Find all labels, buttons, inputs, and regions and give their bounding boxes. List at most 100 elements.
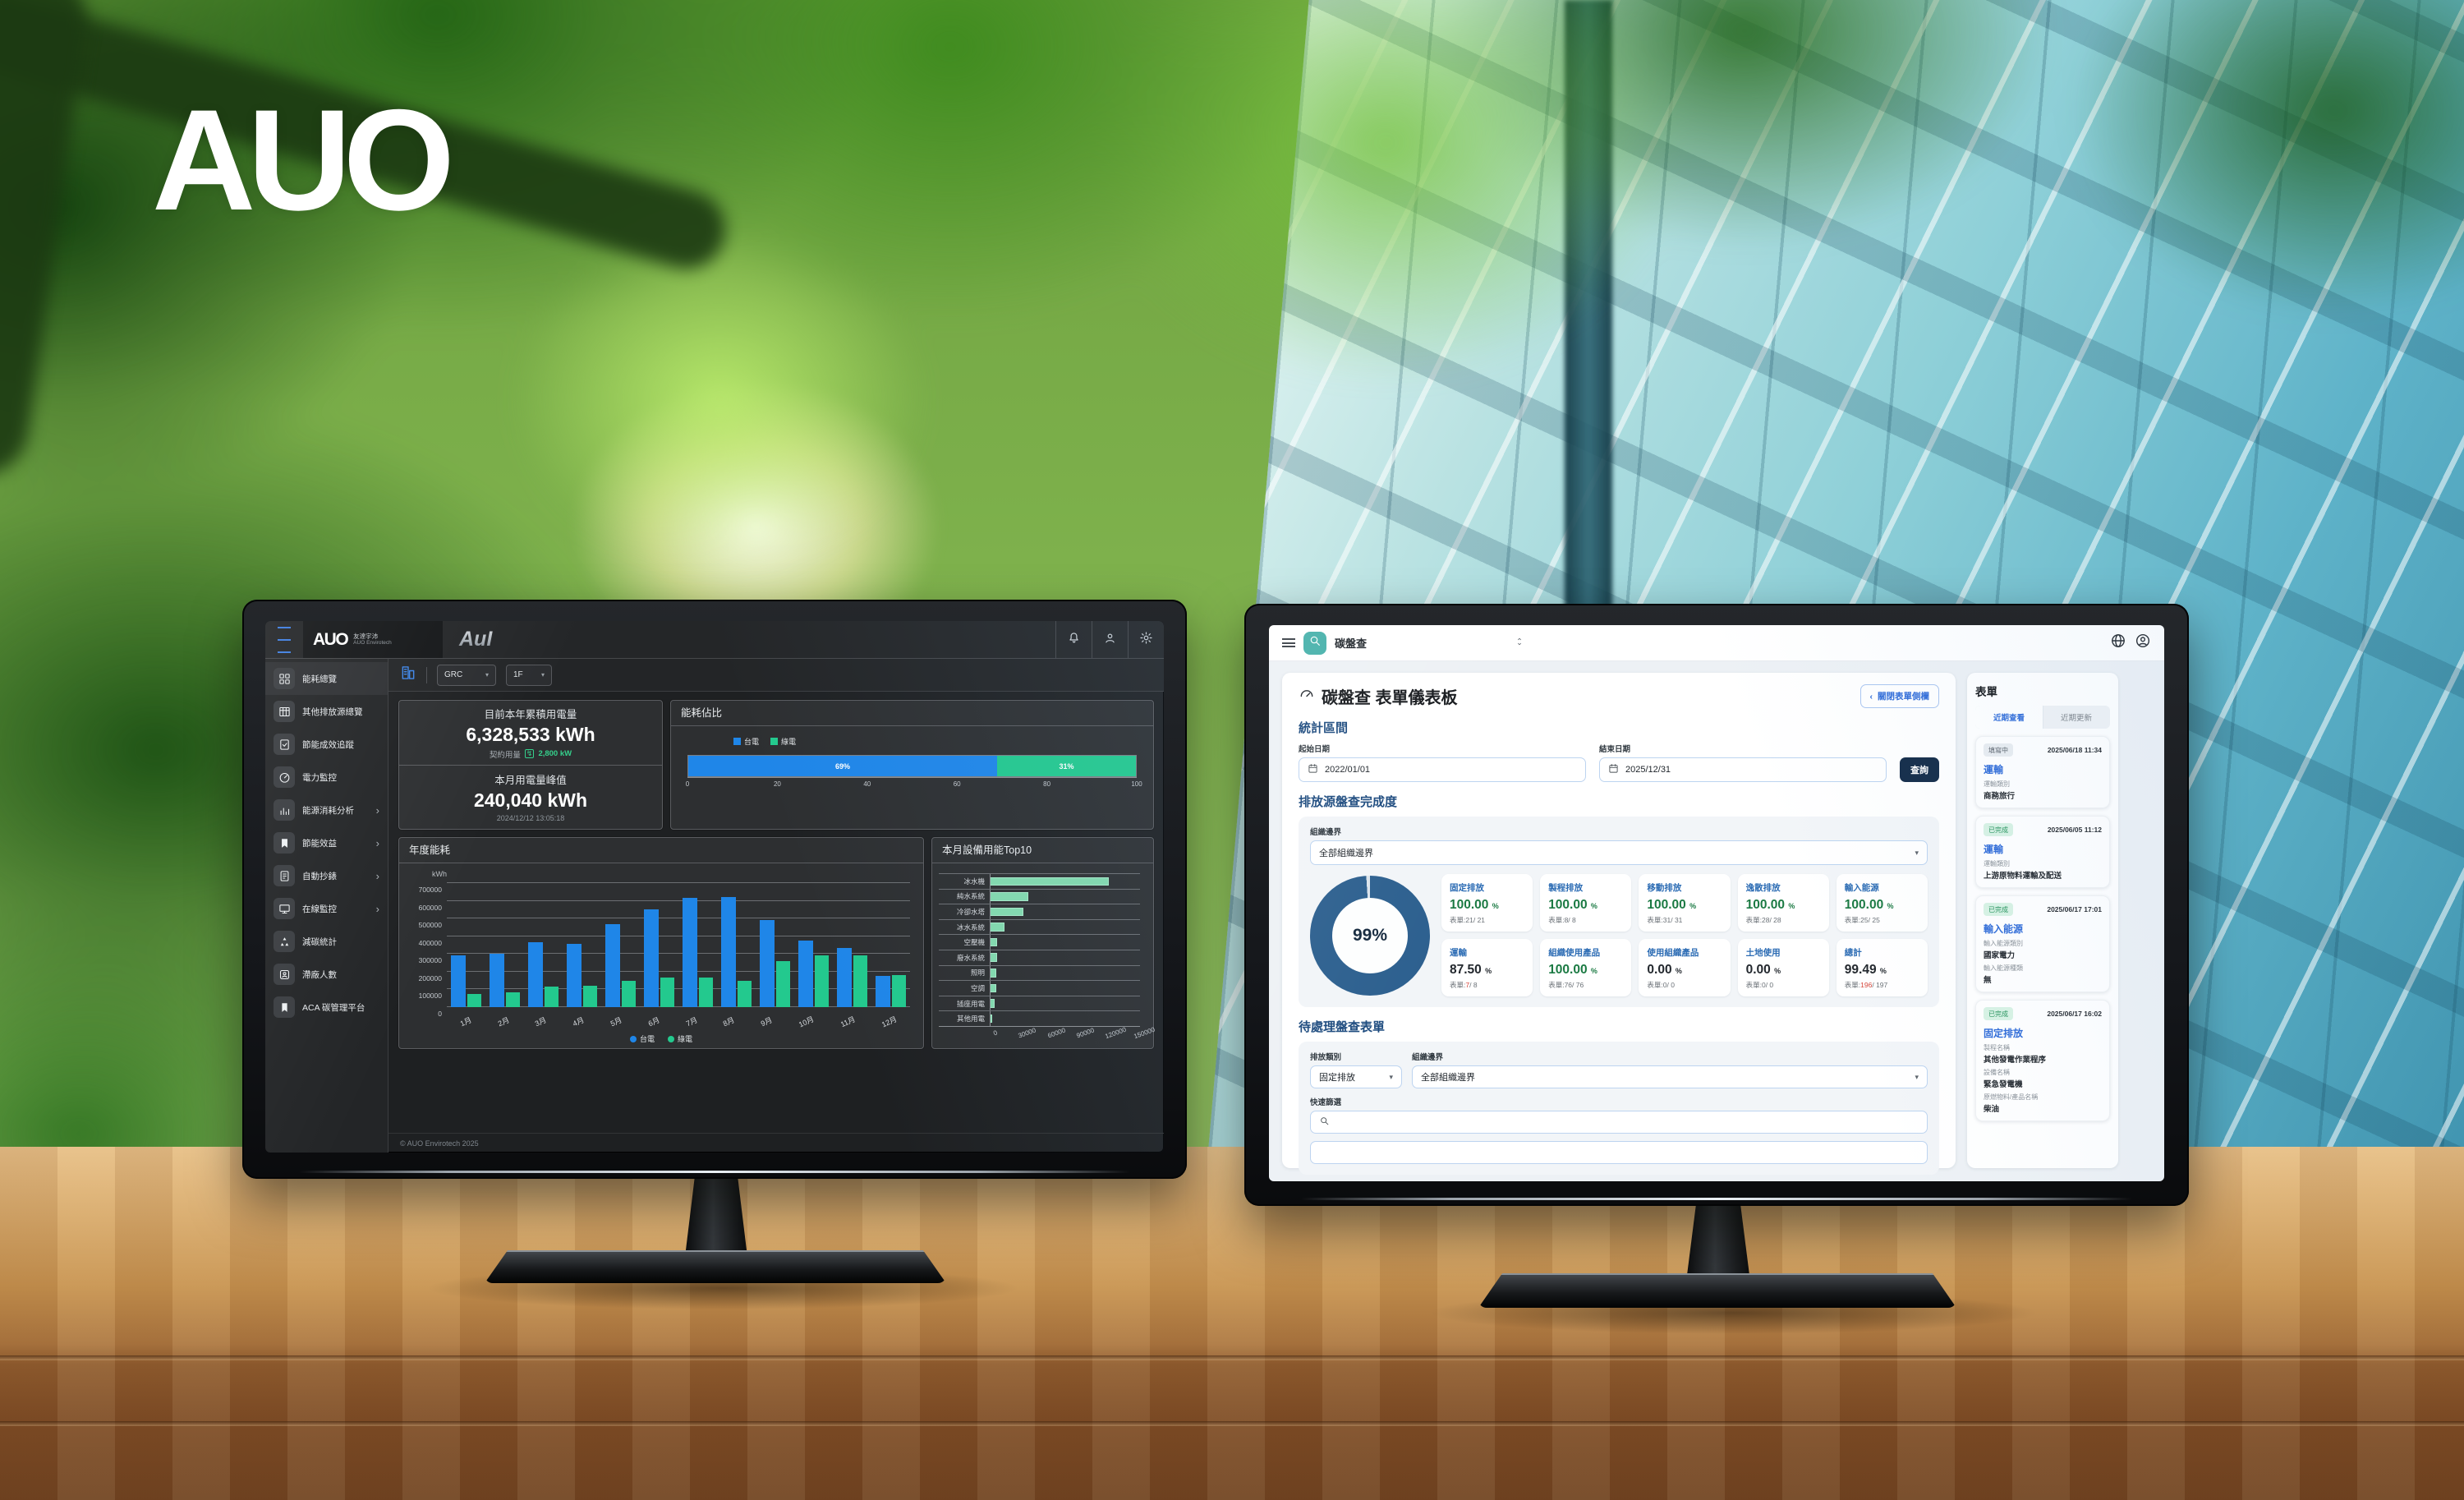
month-label: 11月	[839, 1015, 857, 1029]
site-select[interactable]: GRC ▾	[437, 664, 496, 686]
end-date-input[interactable]: 2025/12/31	[1599, 757, 1887, 782]
bar-台電	[798, 941, 813, 1007]
top10-category-label: 廢水系統	[956, 953, 985, 962]
top10-row: 純水系統	[939, 888, 1140, 904]
sidebar-item[interactable]: 在線監控 ›	[265, 892, 388, 925]
sidebar-item[interactable]: 節能成效追蹤	[265, 728, 388, 761]
form-card-title[interactable]: 固定排放	[1984, 1028, 2024, 1039]
form-card[interactable]: 已完成 2025/06/17 17:01 輸入能源 輸入能源類別 國家電力 輸入能源種類無	[1975, 895, 2110, 992]
top10-bar	[991, 1014, 993, 1024]
top10-category-label: 插座用電	[956, 999, 985, 1008]
top10-category-label: 冷卻水塔	[956, 907, 985, 916]
form-card[interactable]: 已完成 2025/06/17 16:02 固定排放 製程名稱 其他發電作業程序 設備名稱緊…	[1975, 1000, 2110, 1121]
completion-card-title: 土地使用	[1745, 948, 1781, 958]
bar-綠電	[891, 974, 907, 1007]
completion-cards: 固定排放 100.00 % 表單:21/ 21 製程排放 100.00 % 表單:8/ 8…	[1441, 874, 1928, 996]
query-button[interactable]: 查詢	[1900, 757, 1939, 782]
top10-track	[990, 874, 1140, 889]
completion-card-title: 使用組織產品	[1647, 948, 1699, 958]
axis-tick-label: 300000	[418, 956, 442, 965]
dashboard-icon	[1299, 686, 1315, 707]
sidebar-item[interactable]: 電力監控	[265, 761, 388, 794]
calendar-icon	[1608, 763, 1619, 776]
app-switcher[interactable]	[1515, 636, 1524, 651]
start-date-value: 2022/01/01	[1325, 765, 1371, 775]
top10-bar	[991, 937, 998, 947]
completion-card-count: 表單:0/ 0	[1745, 981, 1774, 989]
axis-tick-label: 20	[773, 780, 781, 788]
account-button[interactable]	[1092, 621, 1128, 658]
bar-綠電	[544, 987, 559, 1007]
top10-track	[990, 1011, 1140, 1026]
sidebar-item-label: 滯廠人數	[302, 969, 337, 980]
right-content: 碳盤查 表單儀表板 ‹ 關閉表單側欄 統計區間 起始日期	[1269, 661, 2164, 1181]
tab-recently-updated[interactable]: 近期更新	[2060, 714, 2092, 723]
form-card-title[interactable]: 運輸	[1984, 764, 2004, 775]
sidebar-item[interactable]: ACA 碳管理平台	[265, 991, 388, 1024]
category-select[interactable]: 固定排放 ▾	[1310, 1065, 1402, 1088]
pending-boundary-select[interactable]: 全部組織邊界 ▾	[1412, 1065, 1928, 1088]
tab-recently-viewed[interactable]: 近期查看	[1975, 706, 2043, 729]
bar-台電	[527, 942, 543, 1007]
boundary-select-value: 全部組織邊界	[1319, 849, 1373, 858]
notifications-button[interactable]	[1055, 621, 1092, 658]
completion-card: 總計 99.49 % 表單:196/ 197	[1836, 939, 1928, 996]
top10-track	[990, 996, 1140, 1011]
ratio-stacked-bar: 69% 31%	[687, 755, 1137, 777]
ratio-legend: 台電 綠電	[733, 736, 1138, 747]
bookmark-icon	[274, 996, 295, 1018]
axis-tick-label: 120000	[1103, 1025, 1128, 1041]
sidebar-item[interactable]: 滯廠人數	[265, 958, 388, 991]
settings-button[interactable]	[1128, 621, 1164, 658]
form-card[interactable]: 填寫中 2025/06/18 11:34 運輸 運輸類別 商務旅行	[1975, 736, 2110, 808]
sidebar-item[interactable]: 能耗總覽	[265, 662, 388, 695]
dashboard-card: 碳盤查 表單儀表板 ‹ 關閉表單側欄 統計區間 起始日期	[1282, 673, 1956, 1175]
start-date-input[interactable]: 2022/01/01	[1299, 757, 1586, 782]
stat-card-monthly-peak: 本月用電量峰值 240,040 kWh 2024/12/12 13:05:18	[399, 764, 662, 830]
sidebar-item-label: 電力監控	[302, 772, 337, 783]
month-label: 7月	[684, 1015, 699, 1028]
left-monitor-stand-neck	[685, 1175, 747, 1257]
axis-tick-label: 100000	[418, 992, 442, 1001]
stat-timestamp: 2024/12/12 13:05:18	[496, 814, 565, 823]
sidebar-item[interactable]: 其他排放源總覽	[265, 695, 388, 728]
account-button[interactable]	[2135, 633, 2151, 653]
form-card-title[interactable]: 輸入能源	[1984, 923, 2024, 935]
completion-donut: 99%	[1310, 875, 1430, 996]
sidebar-item-label: 節能效益	[302, 838, 337, 849]
bar-台電	[450, 955, 466, 1007]
stat-sub-value: 2,800 kW	[538, 749, 572, 759]
forms-panel-title: 表單	[1975, 686, 1997, 698]
top10-rows: 冰水機 純水系統 冷卻水塔 冰水系統 空壓機 廢水系統 照明 空調 插座用電 其他用電	[939, 873, 1140, 1027]
stat-title: 目前本年累積用電量	[484, 708, 577, 720]
completion-card-title: 移動排放	[1647, 883, 1682, 893]
menu-hamburger-icon[interactable]	[1282, 637, 1295, 650]
sidebar-item[interactable]: 節能效益 ›	[265, 826, 388, 859]
sidebar-item[interactable]: 自動抄錶 ›	[265, 859, 388, 892]
sidebar-item[interactable]: 減碳統計	[265, 925, 388, 958]
form-field-label: 原燃物料/產品名稱	[1984, 1093, 2039, 1101]
form-card[interactable]: 已完成 2025/06/05 11:12 運輸 運輸類別 上游原物料運輸及配送	[1975, 816, 2110, 888]
floor-select[interactable]: 1F ▾	[506, 664, 552, 686]
form-card-head: 已完成 2025/06/17 17:01	[1984, 903, 2102, 916]
completion-card-count: 表單:8/ 8	[1548, 916, 1576, 924]
bar-group	[875, 883, 907, 1007]
status-badge: 已完成	[1984, 1007, 2013, 1020]
completion-card: 固定排放 100.00 % 表單:21/ 21	[1441, 874, 1533, 932]
menu-hamburger-icon[interactable]	[265, 621, 303, 658]
form-card-title[interactable]: 運輸	[1984, 844, 2004, 855]
language-button[interactable]	[2110, 633, 2126, 653]
form-field-value: 柴油	[1984, 1105, 2000, 1114]
close-side-panel-button[interactable]: ‹ 關閉表單側欄	[1859, 684, 1939, 708]
sidebar-item[interactable]: 能源消耗分析 ›	[265, 794, 388, 826]
completion-card: 使用組織產品 0.00 % 表單:0/ 0	[1639, 939, 1731, 996]
form-card-head: 已完成 2025/06/05 11:12	[1984, 823, 2102, 836]
quick-filter-search-input[interactable]	[1310, 1111, 1928, 1134]
completion-card: 運輸 87.50 % 表單:7/ 8	[1441, 939, 1533, 996]
pending-list-placeholder[interactable]	[1310, 1141, 1928, 1164]
stat-card-yearly: 目前本年累積用電量 6,328,533 kWh 契約用量 ↯ 2,800 kW	[399, 701, 662, 765]
stat-value: 6,328,533 kWh	[466, 723, 595, 745]
sidebar-item-label: 在線監控	[302, 904, 337, 914]
boundary-select[interactable]: 全部組織邊界 ▾	[1310, 840, 1928, 865]
completion-card-percent: 99.49 %	[1844, 963, 1887, 977]
